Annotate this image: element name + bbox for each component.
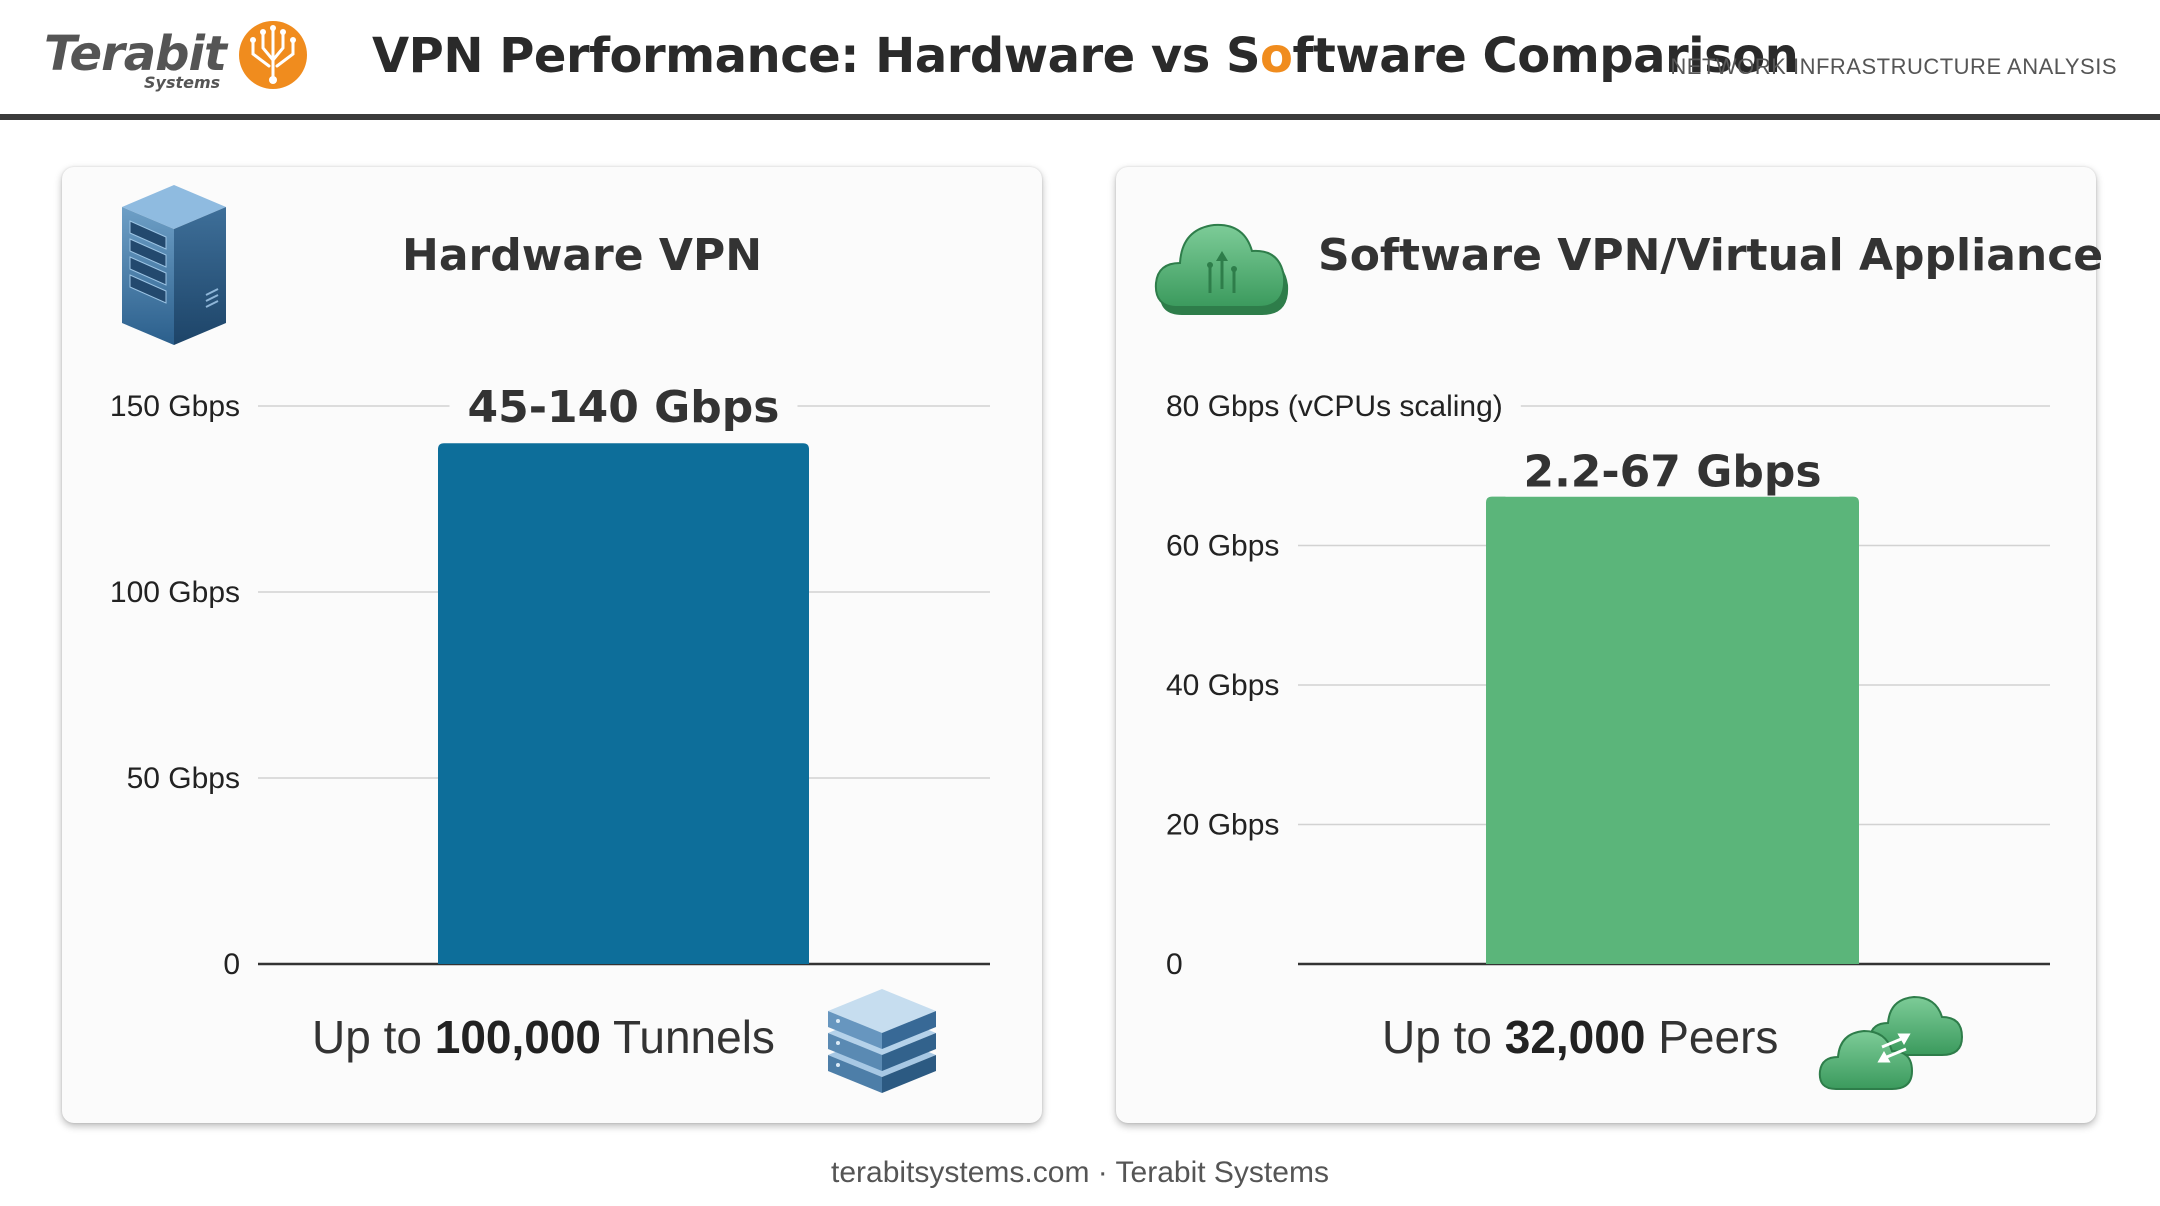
note-prefix: Up to	[1382, 1011, 1505, 1063]
header-divider	[0, 114, 2160, 120]
linked-clouds-icon	[1818, 995, 1964, 1090]
y-tick-label: 20 Gbps	[1166, 809, 1279, 842]
bar-data-label: 45-140 Gbps	[468, 382, 780, 433]
tunnel-capacity-note: Up to 100,000 Tunnels	[312, 1010, 775, 1064]
title-part-2: ftware Comparison	[1292, 28, 1799, 84]
y-tick-label: 0	[1166, 948, 1183, 981]
y-tick-label: 80 Gbps (vCPUs scaling)	[1166, 390, 1503, 423]
data-label-backdrop	[1505, 446, 1840, 497]
peer-capacity-note: Up to 32,000 Peers	[1382, 1010, 1778, 1064]
note-suffix: Peers	[1645, 1011, 1779, 1063]
bar	[1486, 496, 1859, 964]
server-tower-icon	[122, 185, 226, 345]
y-tick-label: 100 Gbps	[110, 576, 240, 609]
software-throughput-chart: 0 20 Gbps 40 Gbps 60 Gbps 80 Gbps (vCPUs sca…	[1166, 390, 2050, 981]
header: Terabit Systems VPN Performance: Hardwar…	[0, 0, 2160, 122]
hardware-vpn-panel: Hardware VPN 0 50 Gbps 100 Gbps 150 Gbps 45-…	[62, 167, 1042, 1123]
note-prefix: Up to	[312, 1011, 435, 1063]
title-part-1: VPN Performance: Hardware vs S	[372, 28, 1261, 84]
bar-data-label: 2.2-67 Gbps	[1523, 447, 1821, 498]
y-tick-label: 150 Gbps	[110, 390, 240, 423]
section-label: NETWORK INFRASTRUCTURE ANALYSIS	[1670, 54, 2117, 79]
logo-wordmark: Terabit	[44, 26, 227, 82]
title-accent-letter: o	[1260, 28, 1293, 84]
page-title: VPN Performance: Hardware vs Software Co…	[372, 28, 1799, 84]
y-tick-label: 0	[223, 948, 240, 981]
note-suffix: Tunnels	[601, 1011, 775, 1063]
y-tick-label: 60 Gbps	[1166, 530, 1279, 563]
cloud-icon	[1154, 223, 1289, 315]
footer-credit: terabitsystems.com · Terabit Systems	[831, 1156, 1329, 1189]
panel-heading: Software VPN/Virtual Appliance	[1318, 230, 2104, 281]
stacked-servers-icon	[828, 989, 936, 1093]
note-value: 32,000	[1504, 1011, 1646, 1063]
software-vpn-panel: Software VPN/Virtual Appliance 0 20 Gbps 4…	[1116, 167, 2103, 1123]
panel-heading: Hardware VPN	[402, 230, 763, 281]
logo-subtitle: Systems	[144, 73, 221, 92]
logo: Terabit Systems	[44, 18, 314, 98]
data-label-backdrop	[449, 382, 798, 432]
circuit-logo-icon	[239, 21, 307, 89]
note-value: 100,000	[434, 1011, 602, 1063]
bar	[438, 443, 809, 964]
hardware-throughput-chart: 0 50 Gbps 100 Gbps 150 Gbps 45-140 Gbps	[110, 382, 990, 981]
y-tick-label: 50 Gbps	[127, 762, 240, 795]
y-tick-label: 40 Gbps	[1166, 669, 1279, 702]
